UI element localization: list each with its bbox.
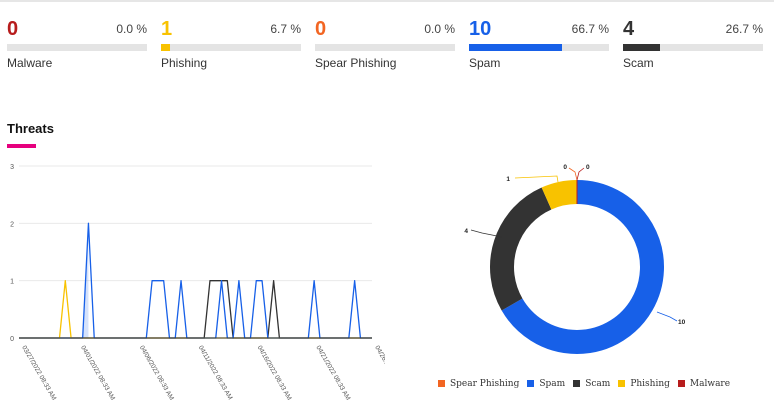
top-divider bbox=[0, 0, 774, 2]
legend-item-spear-phishing[interactable]: Spear Phishing bbox=[438, 379, 519, 389]
stat-progress-track bbox=[7, 44, 147, 51]
donut-slice-spam[interactable] bbox=[501, 180, 664, 354]
stat-label: Spam bbox=[469, 56, 501, 70]
donut-slice-phishing[interactable] bbox=[541, 180, 578, 210]
legend-label: Scam bbox=[585, 379, 611, 389]
stat-label: Spear Phishing bbox=[315, 56, 397, 70]
stat-progress-track bbox=[623, 44, 763, 51]
data-label-scam: 4 bbox=[464, 228, 468, 235]
legend-item-malware[interactable]: Malware bbox=[677, 379, 731, 389]
x-tick-label: 04/21/2022 08:33 AM bbox=[314, 345, 351, 401]
legend-swatch bbox=[438, 380, 445, 387]
stat-percent: 0.0 % bbox=[116, 22, 147, 36]
stat-progress-fill bbox=[161, 44, 171, 51]
label-leader-phishing bbox=[514, 175, 559, 183]
legend-swatch bbox=[573, 380, 581, 387]
legend-item-scam[interactable]: Scam bbox=[573, 379, 610, 389]
data-label-malware: 0 bbox=[586, 164, 590, 171]
stat-card-malware[interactable]: 0 0.0 % Malware bbox=[7, 17, 147, 77]
label-leader-spam bbox=[656, 311, 678, 322]
stat-count: 4 bbox=[623, 18, 635, 40]
stat-percent: 66.7 % bbox=[571, 22, 609, 36]
stat-progress-fill bbox=[623, 44, 661, 51]
donut-slice-scam[interactable] bbox=[490, 187, 552, 311]
x-tick-label: 04/16/2022 08:33 AM bbox=[256, 345, 293, 401]
stat-progress-fill bbox=[469, 44, 563, 51]
legend-item-spam[interactable]: Spam bbox=[527, 379, 565, 389]
legend-label: Malware bbox=[689, 379, 731, 389]
stat-percent: 0.0 % bbox=[424, 22, 455, 36]
stat-progress-track bbox=[161, 44, 301, 51]
stat-count: 0 bbox=[7, 18, 19, 40]
x-tick-label: 04/11/2022 08:33 AM bbox=[197, 345, 234, 401]
stat-count: 10 bbox=[469, 18, 492, 40]
label-leader-spear-phishing bbox=[568, 167, 578, 181]
threats-line-chart: 0 1 2 3 03/27/2022 08:33 AM 04/01/2022 08:33 … bbox=[10, 164, 385, 401]
stat-progress-track bbox=[315, 44, 455, 51]
stat-percent: 26.7 % bbox=[725, 22, 763, 36]
stat-label: Scam bbox=[623, 56, 654, 70]
data-label-phishing: 1 bbox=[506, 176, 510, 183]
legend-swatch bbox=[677, 380, 685, 387]
series-area-spam bbox=[76, 223, 89, 338]
data-label-spear-phishing: 0 bbox=[563, 164, 567, 171]
x-tick-label: 03/27/2022 08:33 AM bbox=[20, 345, 57, 401]
legend-label: Spam bbox=[539, 379, 566, 389]
legend-item-phishing[interactable]: Phishing bbox=[618, 379, 670, 389]
y-tick-label: 1 bbox=[10, 279, 14, 286]
legend-label: Spear Phishing bbox=[450, 379, 520, 389]
stat-label: Phishing bbox=[161, 56, 208, 70]
y-tick-label: 3 bbox=[10, 164, 14, 171]
stat-percent: 6.7 % bbox=[270, 22, 301, 36]
data-label-spam: 10 bbox=[678, 319, 686, 326]
section-title-underline bbox=[7, 144, 36, 148]
stat-label: Malware bbox=[7, 56, 53, 70]
y-tick-label: 0 bbox=[10, 336, 14, 343]
legend-label: Phishing bbox=[630, 379, 670, 389]
y-tick-label: 2 bbox=[10, 221, 14, 228]
stat-card-spear-phishing[interactable]: 0 0.0 % Spear Phishing bbox=[315, 17, 455, 77]
legend-swatch bbox=[527, 380, 535, 387]
stat-count: 0 bbox=[315, 18, 327, 40]
stat-count: 1 bbox=[161, 18, 173, 40]
label-leader-malware bbox=[576, 167, 585, 181]
stat-progress-track bbox=[469, 44, 609, 51]
section-title: Threats bbox=[7, 121, 54, 136]
x-tick-label: 04/01/2022 08:33 AM bbox=[79, 345, 116, 401]
x-tick-label: 04/26... bbox=[373, 345, 385, 367]
donut-legend: Spear Phishing Spam Scam Phishing Malware bbox=[438, 379, 738, 389]
stat-card-spam[interactable]: 10 66.7 % Spam bbox=[469, 17, 609, 77]
stat-card-phishing[interactable]: 1 6.7 % Phishing bbox=[161, 17, 301, 77]
legend-swatch bbox=[618, 380, 626, 387]
x-tick-label: 04/06/2022 08:33 AM bbox=[138, 345, 175, 401]
stat-card-scam[interactable]: 4 26.7 % Scam bbox=[623, 17, 763, 77]
label-leader-scam bbox=[470, 229, 503, 238]
